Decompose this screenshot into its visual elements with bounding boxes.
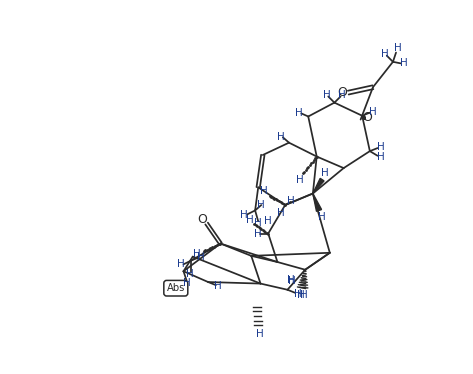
Text: H: H	[381, 49, 389, 59]
Text: H: H	[254, 218, 262, 228]
Polygon shape	[313, 178, 324, 193]
Text: H: H	[214, 281, 222, 291]
Text: H: H	[294, 289, 302, 298]
Text: H: H	[257, 200, 265, 210]
Text: H: H	[288, 276, 296, 286]
Polygon shape	[313, 193, 322, 211]
Text: O: O	[337, 86, 347, 99]
Text: H: H	[298, 290, 305, 300]
Text: H: H	[377, 152, 385, 162]
Text: H: H	[288, 196, 295, 206]
Text: H: H	[186, 269, 193, 279]
Text: H: H	[288, 275, 295, 285]
Text: H: H	[400, 58, 408, 68]
Text: H: H	[246, 215, 254, 225]
Text: H: H	[184, 278, 191, 288]
Text: O: O	[362, 111, 372, 124]
Text: H: H	[197, 252, 204, 262]
Text: H: H	[377, 141, 385, 151]
Text: H: H	[261, 186, 268, 196]
Text: H: H	[369, 107, 377, 117]
Text: H: H	[278, 208, 285, 218]
Text: H: H	[263, 216, 272, 226]
Text: H: H	[394, 43, 402, 53]
Text: H: H	[254, 229, 261, 239]
Text: O: O	[197, 213, 207, 226]
Text: H: H	[278, 132, 285, 141]
Text: H: H	[296, 175, 304, 185]
Text: H: H	[323, 90, 331, 100]
Text: H: H	[176, 259, 184, 269]
Text: H: H	[295, 108, 303, 118]
Text: H: H	[193, 249, 201, 259]
Text: H: H	[240, 210, 248, 220]
Text: Abs: Abs	[166, 283, 185, 293]
Text: H: H	[321, 168, 329, 178]
Text: H: H	[318, 212, 326, 221]
Text: H: H	[300, 290, 307, 300]
Text: H: H	[256, 329, 263, 338]
Text: H: H	[338, 90, 346, 100]
